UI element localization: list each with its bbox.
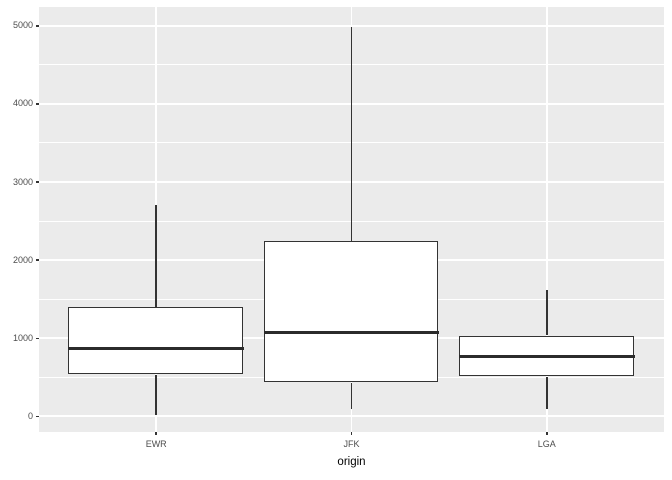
whisker-lower-lga <box>545 377 548 409</box>
y-tick-mark <box>36 259 39 261</box>
gridline-vertical <box>545 7 548 432</box>
box-jfk <box>263 240 439 382</box>
x-axis-title: origin <box>337 456 366 468</box>
y-tick-mark <box>36 103 39 105</box>
whisker-lower-jfk <box>350 382 353 409</box>
y-tick-label: 2000 <box>12 254 33 265</box>
x-tick-label: LGA <box>537 439 556 449</box>
whisker-upper-ewr <box>155 205 158 307</box>
median-lga <box>458 355 635 359</box>
y-tick-mark <box>36 415 39 418</box>
x-tick-label: EWR <box>145 439 167 449</box>
y-tick-mark <box>36 25 39 27</box>
whisker-upper-lga <box>545 289 548 336</box>
median-ewr <box>68 346 245 350</box>
median-jfk <box>263 331 440 335</box>
y-tick-label: 4000 <box>12 98 33 109</box>
x-tick-mark <box>546 432 548 435</box>
x-tick-label: JFK <box>343 439 360 449</box>
y-tick-mark <box>36 337 39 339</box>
y-tick-label: 3000 <box>12 176 33 187</box>
y-tick-label: 1000 <box>12 332 33 343</box>
x-tick-mark <box>155 432 157 435</box>
y-tick-mark <box>36 181 39 183</box>
y-tick-label: 5000 <box>12 20 33 31</box>
y-tick-label: 0 <box>27 410 33 421</box>
plot-panel <box>39 7 664 432</box>
x-tick-mark <box>350 432 353 435</box>
box-ewr <box>68 307 244 374</box>
whisker-lower-ewr <box>155 374 158 415</box>
whisker-upper-jfk <box>350 27 353 241</box>
